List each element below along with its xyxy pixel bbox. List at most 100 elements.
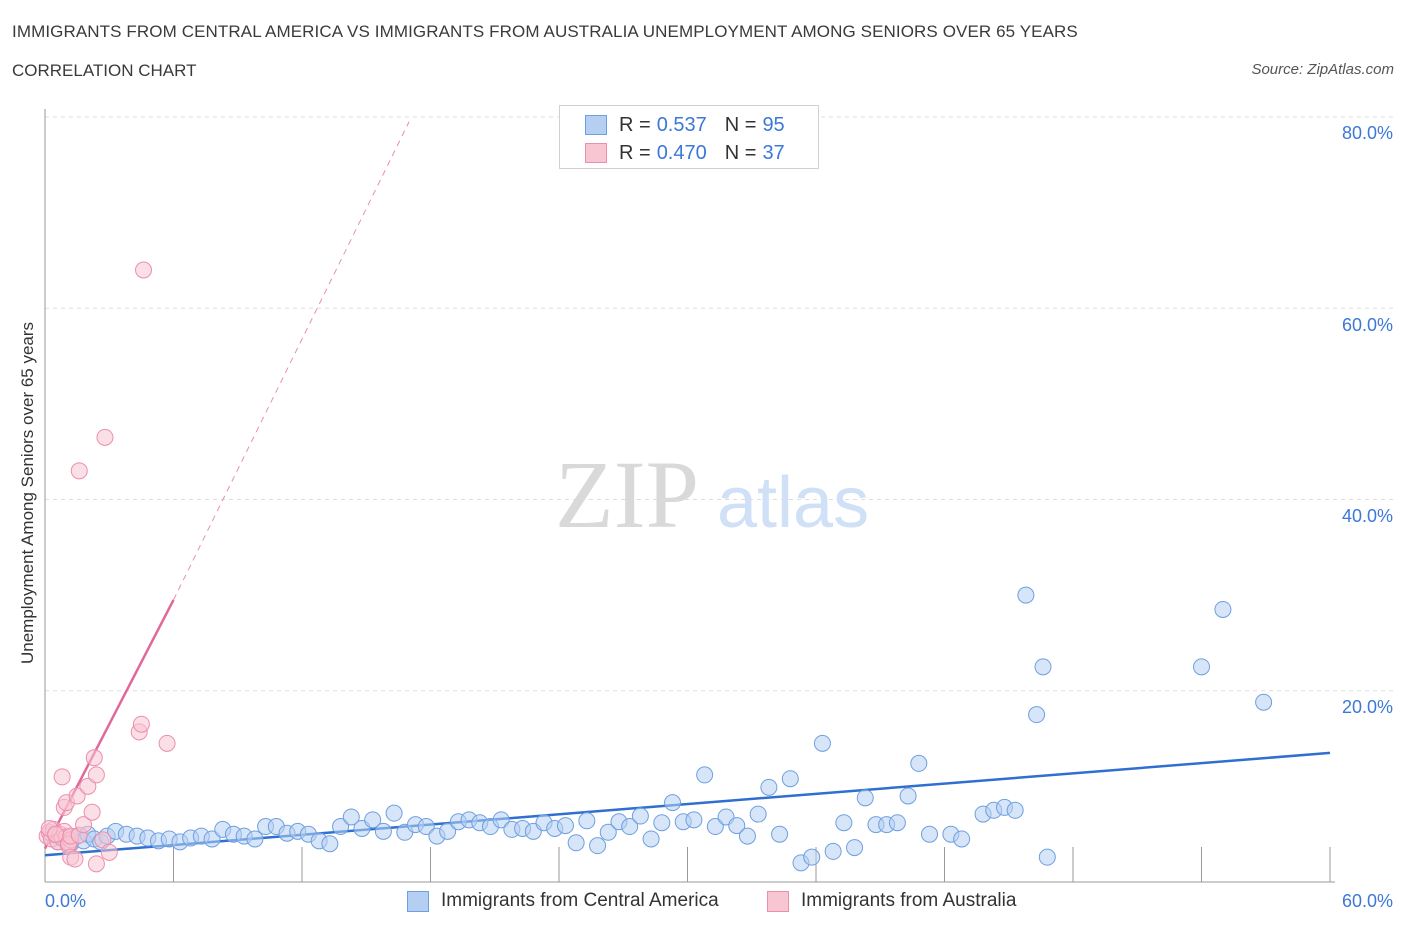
chart-subtitle: CORRELATION CHART [12,61,197,80]
data-point-central-america [771,825,789,843]
data-point-central-america [760,778,778,796]
legend-r-label: R = [619,113,651,136]
y-tick-label: 40.0% [1341,506,1393,526]
data-point-australia [85,749,103,767]
data-point-central-america [749,805,767,823]
data-point-australia [87,766,105,784]
data-point-central-america [728,817,746,835]
legend-swatch-pink [585,143,607,163]
data-point-central-america [246,830,264,848]
data-point-central-america [824,842,842,860]
data-point-central-america [1034,658,1052,676]
watermark-atlas: atlas [717,463,869,543]
legend-n-value: 37 [762,141,785,164]
data-point-central-america [374,822,392,840]
data-point-central-america [1255,693,1273,711]
data-point-australia [68,787,86,805]
data-point-australia [66,850,84,868]
data-point-central-america [899,787,917,805]
data-point-central-america [599,823,617,841]
legend-r-label: R = [619,141,651,164]
data-point-central-america [492,811,510,829]
data-point-central-america [203,830,221,848]
data-point-australia [135,261,153,279]
data-point-australia [53,768,71,786]
data-point-central-america [803,848,821,866]
data-point-central-america [781,770,799,788]
y-tick-label: 60.0% [1341,315,1393,335]
data-point-central-america [738,827,756,845]
legend-n-label: N = [724,141,757,164]
data-point-central-america [589,837,607,855]
x-tick-label-max: 60.0% [1341,891,1393,911]
data-point-central-america [696,766,714,784]
data-point-australia [96,428,114,446]
data-point-central-america [1038,848,1056,866]
bottom-legend-swatch-blue [407,890,429,912]
data-point-central-america [846,839,864,857]
data-point-central-america [417,818,435,836]
data-point-australia [132,715,150,733]
gridlines [45,116,1395,692]
data-point-central-america [856,789,874,807]
series-central-america [42,586,1273,872]
chart-title: IMMIGRANTS FROM CENTRAL AMERICA VS IMMIG… [12,22,1078,41]
data-point-central-america [813,734,831,752]
data-point-australia [83,803,101,821]
data-point-australia [158,734,176,752]
data-point-central-america [642,830,660,848]
legend-row-central-america: R = 0.537 N = 95 [585,113,785,137]
data-point-central-america [921,825,939,843]
data-point-australia [79,777,97,795]
data-point-central-america [1006,801,1024,819]
watermark: ZIP atlas [555,441,869,548]
data-point-central-america [1017,586,1035,604]
bottom-legend-central-america: Immigrants from Central America [407,890,719,912]
data-point-central-america [631,807,649,825]
data-point-central-america [953,830,971,848]
data-point-central-america [685,811,703,829]
legend-swatch-blue [585,115,607,135]
data-point-central-america [1028,706,1046,724]
legend-r-value: 0.470 [656,141,707,164]
y-tick-label: 80.0% [1341,123,1393,143]
y-axis-label: Unemployment Among Seniors over 65 years [18,321,37,665]
data-point-central-america [364,811,382,829]
legend-r-value: 0.537 [656,113,707,136]
data-point-central-america [342,808,360,826]
data-point-australia [70,462,88,480]
data-point-australia [87,855,105,873]
data-point-central-america [1193,658,1210,676]
data-point-central-america [664,794,682,812]
data-point-central-america [578,812,596,830]
bottom-legend-swatch-pink [767,890,789,912]
y-tick-label: 20.0% [1341,697,1393,717]
data-point-central-america [1214,600,1232,618]
legend-n-value: 95 [762,113,785,136]
correlation-legend: R = 0.537 N = 95 R = 0.470 N = 37 [559,105,819,169]
source-label: Source: ZipAtlas.com [1251,61,1394,78]
data-point-central-america [332,818,350,836]
data-point-central-america [321,835,339,853]
data-point-central-america [653,814,671,832]
data-point-central-america [888,814,906,832]
axes [44,109,1335,883]
data-point-australia [75,816,93,834]
series-australia [38,261,176,873]
data-point-central-america [910,754,928,772]
bottom-legend-australia: Immigrants from Australia [767,890,1016,912]
legend-n-label: N = [724,113,757,136]
data-point-central-america [706,818,724,836]
legend-row-australia: R = 0.470 N = 37 [585,141,785,165]
bottom-legend-label: Immigrants from Australia [801,890,1017,911]
data-point-central-america [385,804,403,822]
data-point-australia [100,843,118,861]
data-point-central-america [621,818,639,836]
trend-line-australia-extension [173,121,410,601]
x-tick-label-min: 0.0% [45,891,87,911]
data-point-central-america [439,822,457,840]
data-point-central-america [567,834,585,852]
watermark-zip: ZIP [555,441,699,548]
data-point-central-america [835,814,853,832]
